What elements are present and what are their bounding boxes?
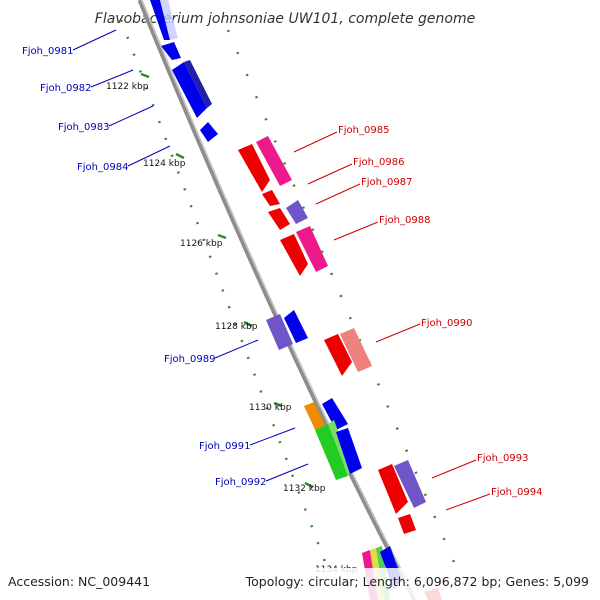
genome-backbone: [137, 0, 418, 600]
gene-label-fjoh-0989: Fjoh_0989: [164, 354, 215, 365]
tick-label-1126: 1126 kbp: [180, 239, 223, 249]
gene-fjoh-0987-red: [268, 208, 290, 230]
tick-mark: [175, 152, 185, 160]
leader-lines: [72, 29, 491, 511]
gene-label-fjoh-0984: Fjoh_0984: [77, 162, 128, 173]
gene-fjoh-0989-b: [284, 310, 308, 343]
gene-fjoh-0993-red: [378, 464, 408, 514]
tick-labels: 1122 kbp 1124 kbp 1126 kbp 1128 kbp 1130…: [106, 82, 358, 575]
gene-fjoh-0984: [200, 122, 218, 142]
tick-mark: [243, 320, 253, 328]
gene-label-fjoh-0990: Fjoh_0990: [421, 318, 472, 329]
gene-fjoh-0981: [150, 0, 170, 40]
gene-fjoh-0989-a: [266, 314, 293, 350]
gene-label-fjoh-0983: Fjoh_0983: [58, 122, 109, 133]
footer-backdrop: [0, 568, 600, 600]
gene-labels: Fjoh_0981 Fjoh_0982 Fjoh_0983 Fjoh_0984 …: [22, 46, 542, 498]
tick-label-1130: 1130 kbp: [249, 403, 292, 413]
gene-label-fjoh-0994: Fjoh_0994: [491, 487, 542, 498]
gene-fjoh-0988: [296, 226, 328, 272]
tick-label-1124: 1124 kbp: [143, 159, 186, 169]
gene-fjoh-0983-side: [184, 60, 212, 108]
gene-fjoh-0992: [315, 424, 348, 480]
gene-fjoh-0986: [262, 190, 280, 206]
gene-fjoh-0990: [340, 328, 372, 372]
reverse-strand-genes: [238, 136, 442, 600]
gene-fjoh-0994: [398, 514, 416, 534]
accession-text: Accession: NC_009441: [8, 574, 150, 589]
map-title: Flavobacterium johnsoniae UW101, complet…: [95, 11, 475, 27]
gene-fjoh-0986-large: [238, 144, 270, 192]
gene-fjoh-0985: [256, 136, 292, 186]
gene-fjoh-0987: [286, 200, 308, 224]
gene-label-fjoh-0981: Fjoh_0981: [22, 46, 73, 57]
forward-strand-genes: [150, 0, 402, 600]
gene-label-fjoh-0992: Fjoh_0992: [215, 477, 266, 488]
gene-label-fjoh-0985: Fjoh_0985: [338, 125, 389, 136]
gene-label-fjoh-0986: Fjoh_0986: [353, 157, 404, 168]
gene-label-fjoh-0987: Fjoh_0987: [361, 177, 412, 188]
tick-mark: [140, 72, 150, 79]
tick-label-1128: 1128 kbp: [215, 322, 258, 332]
gene-label-fjoh-0982: Fjoh_0982: [40, 83, 91, 94]
gene-label-fjoh-0988: Fjoh_0988: [379, 215, 430, 226]
gene-fjoh-0990-red: [324, 334, 352, 376]
gene-fjoh-0981-shade: [160, 0, 178, 40]
outer-tick-ring: [226, 29, 472, 600]
gene-fjoh-0993: [394, 460, 426, 508]
topology-text: Topology: circular; Length: 6,096,872 bp…: [245, 574, 589, 589]
tick-mark: [217, 233, 227, 240]
tick-label-1122: 1122 kbp: [106, 82, 149, 92]
tick-mark: [304, 481, 314, 489]
gene-fjoh-0992-blue: [336, 428, 362, 474]
tick-marks: [140, 72, 314, 489]
gene-fjoh-0982: [161, 42, 181, 60]
tick-label-1132: 1132 kbp: [283, 484, 326, 494]
gene-label-fjoh-0993: Fjoh_0993: [477, 453, 528, 464]
gene-fjoh-0991: [322, 398, 348, 430]
gene-fjoh-0983: [172, 62, 207, 118]
tick-mark: [273, 401, 283, 408]
gene-label-fjoh-0991: Fjoh_0991: [199, 441, 250, 452]
gene-fjoh-0988-red: [280, 234, 308, 276]
